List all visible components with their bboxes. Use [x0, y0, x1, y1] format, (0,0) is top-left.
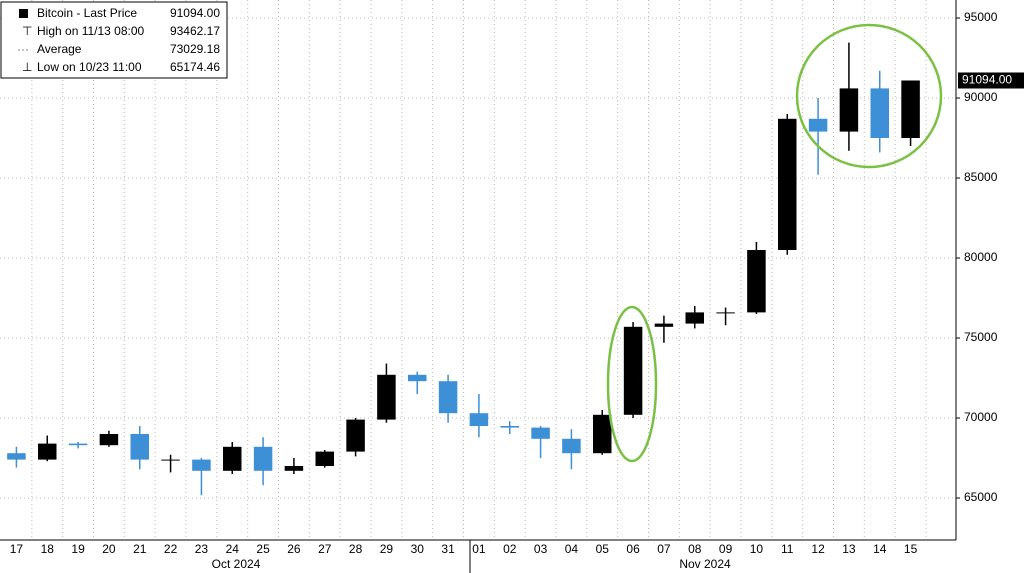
candle-body: [99, 434, 119, 446]
x-tick-label: 29: [380, 542, 394, 556]
x-tick-label: 10: [750, 542, 764, 556]
x-tick-label: 20: [102, 542, 116, 556]
legend-value: 91094.00: [170, 6, 220, 20]
candle-body: [839, 88, 859, 132]
x-tick-label: 28: [349, 542, 363, 556]
x-tick-label: 09: [719, 542, 733, 556]
candle-body: [253, 446, 273, 471]
candle-body: [808, 118, 828, 132]
candle-body: [500, 426, 519, 428]
x-tick-label: 25: [256, 542, 270, 556]
y-tick-label: 90000: [964, 90, 998, 104]
candle-body: [377, 374, 396, 420]
candle-body: [161, 459, 180, 461]
x-tick-label: 18: [41, 542, 55, 556]
candle-body: [315, 451, 334, 466]
candle-body: [623, 326, 643, 415]
candle-body: [284, 466, 304, 471]
candle-body: [593, 414, 612, 454]
y-tick-label: 70000: [964, 410, 998, 424]
x-tick-label: 02: [503, 542, 517, 556]
x-tick-label: 24: [226, 542, 240, 556]
last-price-label: 91094.00: [962, 73, 1012, 87]
month-label: Nov 2024: [679, 557, 731, 571]
legend-label: Average: [37, 42, 82, 56]
x-tick-label: 11: [781, 542, 794, 556]
x-tick-label: 30: [411, 542, 425, 556]
y-tick-label: 85000: [964, 170, 998, 184]
legend-icon: ⊥: [22, 60, 32, 74]
x-tick-label: 01: [472, 542, 486, 556]
candle-body: [747, 250, 766, 313]
candle-body: [408, 374, 427, 382]
candle-body: [130, 434, 149, 460]
candle-body: [716, 312, 735, 314]
x-tick-label: 26: [287, 542, 301, 556]
candle-body: [778, 118, 797, 250]
candle-body: [531, 427, 550, 439]
x-tick-label: 17: [10, 542, 24, 556]
legend-value: 93462.17: [170, 24, 220, 38]
x-tick-label: 07: [657, 542, 671, 556]
x-tick-label: 03: [534, 542, 548, 556]
legend-label: Low on 10/23 11:00: [37, 60, 142, 74]
x-tick-label: 22: [164, 542, 178, 556]
candle-body: [870, 88, 889, 138]
candle-body: [7, 453, 26, 460]
month-label: Oct 2024: [212, 557, 261, 571]
candle-body: [192, 459, 211, 471]
candle-body: [68, 443, 88, 446]
x-tick-label: 08: [688, 542, 702, 556]
y-tick-label: 65000: [964, 490, 998, 504]
legend-swatch: [19, 9, 28, 18]
x-tick-label: 23: [195, 542, 209, 556]
x-tick-label: 04: [565, 542, 579, 556]
x-tick-label: 21: [133, 542, 147, 556]
candle-body: [562, 438, 581, 454]
candle-body: [901, 80, 920, 138]
candle-body: [38, 443, 57, 460]
x-tick-label: 31: [441, 542, 455, 556]
candle-body: [223, 446, 242, 471]
x-tick-label: 19: [71, 542, 85, 556]
x-tick-label: 13: [842, 542, 856, 556]
legend-label: High on 11/13 08:00: [37, 24, 145, 38]
x-tick-label: 14: [873, 542, 887, 556]
x-tick-label: 12: [811, 542, 825, 556]
legend-icon: ⊤: [22, 24, 32, 38]
legend-label: Bitcoin - Last Price: [37, 6, 137, 20]
candle-body: [438, 381, 458, 414]
legend-box: [0, 1, 228, 79]
last-price-tag: [958, 72, 1024, 89]
x-tick-label: 27: [318, 542, 332, 556]
x-tick-label: 05: [596, 542, 610, 556]
legend-value: 73029.18: [170, 42, 220, 56]
y-tick-label: 95000: [964, 10, 998, 24]
candle-body: [685, 312, 704, 324]
candle-body: [654, 323, 674, 327]
candle-body: [346, 419, 365, 452]
y-tick-label: 80000: [964, 250, 998, 264]
annotation-ellipse: [795, 23, 943, 169]
candle-body: [469, 413, 489, 426]
legend-value: 65174.46: [170, 60, 220, 74]
y-tick-label: 75000: [964, 330, 998, 344]
x-tick-label: 06: [626, 542, 640, 556]
legend: Bitcoin - Last Price 91094.00 ⊤ High on …: [0, 1, 228, 79]
annotation-ellipse: [606, 305, 658, 463]
x-tick-label: 15: [904, 542, 918, 556]
plot-area: [0, 0, 956, 540]
